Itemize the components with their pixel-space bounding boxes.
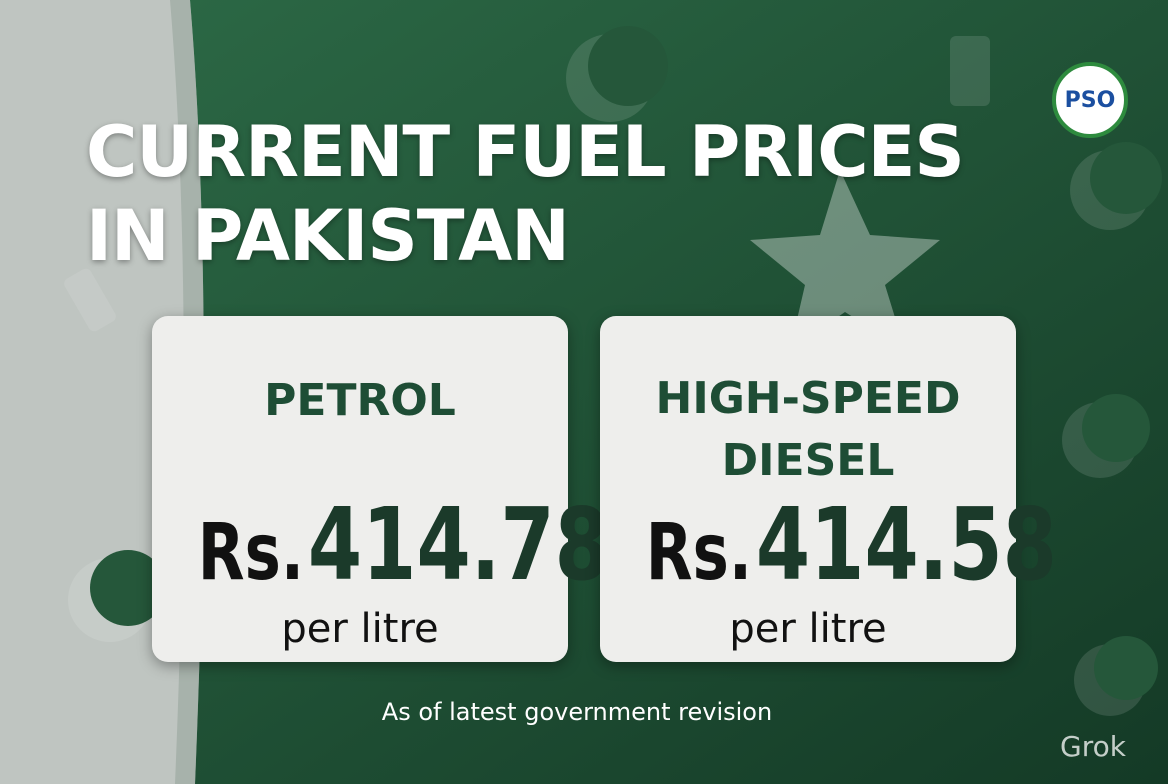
price-card: HIGH-SPEED DIESEL Rs. 414.58 per litre [600,316,1057,662]
fuel-name: PETROL [152,370,568,432]
price: 414.78 [307,486,609,603]
currency: Rs. [645,508,752,598]
fuel-line: PETROL [264,375,456,426]
currency: Rs. [197,508,304,598]
title-line: IN PAKISTAN [86,195,570,277]
price-card: PETROL Rs. 414.78 per litre [152,316,609,662]
fuel-name: HIGH-SPEED DIESEL [600,368,1016,492]
price-row: Rs. 414.78 [197,486,609,603]
fuel-line: DIESEL [721,435,895,486]
pso-logo: PSO [1052,62,1128,138]
price-row: Rs. 414.58 [645,486,1057,603]
unit: per litre [281,606,439,652]
title-line: CURRENT FUEL PRICES [86,111,965,193]
watermark: Grok [1060,730,1126,763]
price: 414.58 [755,486,1057,603]
unit: per litre [729,606,887,652]
footer-note: As of latest government revision [381,698,773,726]
fuel-line: HIGH-SPEED [655,373,961,424]
